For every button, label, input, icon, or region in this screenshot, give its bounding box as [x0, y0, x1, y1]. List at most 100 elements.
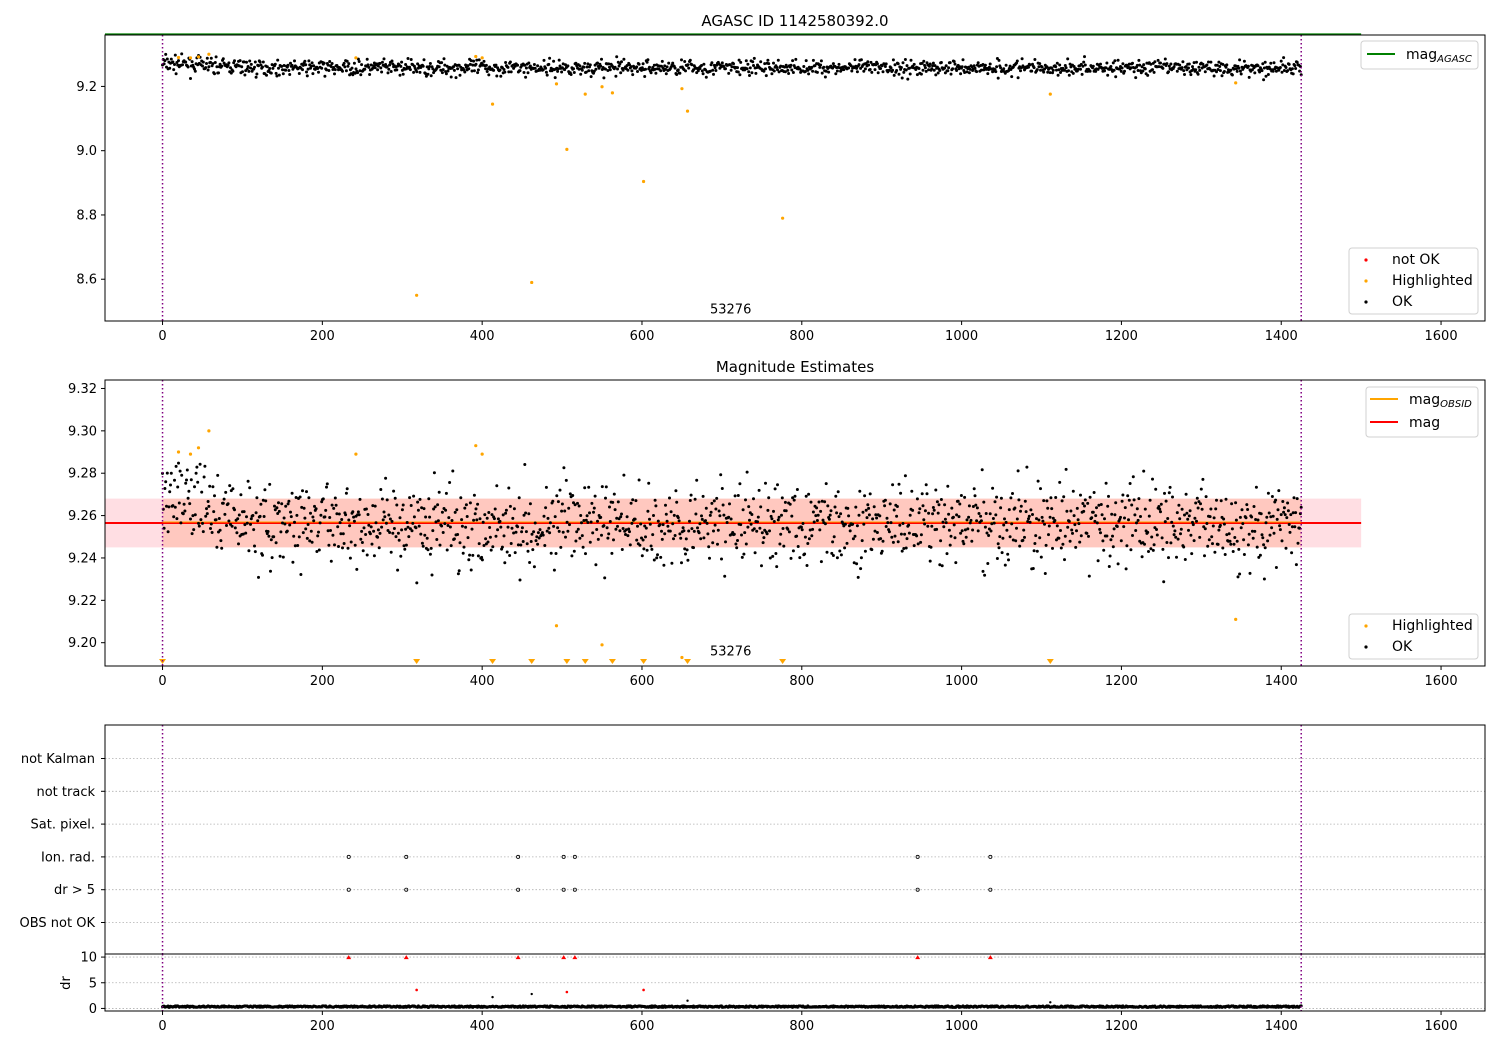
- data-point-ok: [732, 532, 736, 536]
- data-point-ok: [392, 527, 396, 530]
- data-point-ok: [538, 528, 542, 532]
- data-point-ok: [1183, 558, 1187, 561]
- data-point-ok: [1026, 520, 1030, 523]
- data-point-ok: [325, 482, 329, 486]
- data-point-ok: [529, 540, 533, 543]
- data-point-ok: [480, 555, 484, 559]
- data-point-ok: [1198, 68, 1202, 72]
- data-point-ok: [1161, 66, 1165, 70]
- data-point-ok: [290, 491, 294, 495]
- data-point-ok: [777, 515, 781, 519]
- data-point-ok: [615, 516, 619, 520]
- x-tick-label: 0: [158, 329, 166, 344]
- data-point-ok: [706, 532, 710, 536]
- data-point-ok: [863, 67, 867, 71]
- data-point-ok: [962, 542, 966, 546]
- data-point-ok: [1143, 542, 1146, 546]
- data-point-ok: [291, 560, 295, 564]
- data-point-ok: [1116, 562, 1120, 566]
- data-point-ok: [176, 485, 180, 489]
- data-point-ok: [1298, 69, 1302, 73]
- data-point-ok: [858, 489, 862, 493]
- data-point-ok: [503, 561, 507, 565]
- x-tick-label: 1400: [1265, 674, 1298, 689]
- data-point-ok: [351, 510, 355, 514]
- data-point-ok: [1173, 529, 1177, 533]
- data-point-ok: [917, 511, 921, 515]
- data-point-ok: [938, 563, 942, 567]
- panel-title-magnitude-estimates: Magnitude Estimates: [716, 358, 874, 376]
- data-point-ok: [273, 62, 277, 66]
- data-point-ok: [770, 517, 774, 521]
- data-point-ok: [1109, 538, 1113, 542]
- flag-point: [404, 887, 409, 892]
- data-point-ok: [204, 514, 208, 518]
- data-point-ok: [1147, 550, 1150, 553]
- data-point-ok: [197, 524, 201, 528]
- data-point-ok: [523, 463, 527, 466]
- data-point-ok: [1175, 555, 1178, 559]
- data-point-ok: [517, 496, 521, 500]
- data-point-ok: [851, 522, 855, 526]
- data-point-ok: [376, 64, 380, 68]
- data-point-ok: [456, 533, 460, 536]
- data-point-ok: [472, 493, 476, 497]
- data-point-ok: [261, 60, 265, 64]
- data-point-ok: [185, 478, 188, 482]
- data-point-ok: [265, 73, 268, 77]
- data-point-ok: [666, 524, 670, 528]
- data-point-ok: [933, 64, 937, 68]
- data-point-ok: [322, 61, 326, 65]
- data-point-ok: [509, 70, 513, 74]
- data-point-ok: [385, 65, 389, 69]
- x-tick-label: 800: [789, 329, 814, 344]
- data-point-ok: [584, 552, 587, 556]
- data-point-ok: [884, 525, 888, 528]
- data-point-ok: [653, 498, 657, 502]
- data-point-ok: [1238, 572, 1242, 576]
- data-point-ok: [532, 63, 536, 66]
- flag-point: [988, 854, 993, 859]
- data-point-ok: [879, 537, 883, 541]
- data-point-ok: [1140, 555, 1144, 559]
- data-point-ok: [217, 71, 220, 75]
- data-point-ok: [1183, 73, 1186, 76]
- data-point-ok: [776, 58, 780, 62]
- offscale-marker: [581, 659, 589, 664]
- data-point-ok: [1256, 64, 1260, 68]
- data-point-ok: [461, 551, 465, 555]
- data-point-ok: [188, 502, 192, 506]
- data-point-ok: [1270, 495, 1274, 498]
- data-point-ok: [573, 503, 577, 507]
- data-point-ok: [1067, 519, 1071, 523]
- data-point-highlighted: [207, 52, 211, 56]
- data-point-ok: [500, 545, 504, 549]
- flag-point: [561, 854, 566, 859]
- data-point-ok: [687, 529, 691, 533]
- data-point-ok: [802, 65, 806, 68]
- data-point-ok: [607, 532, 611, 536]
- data-point-ok: [1268, 67, 1272, 71]
- data-point-ok: [1003, 563, 1007, 567]
- data-point-ok: [558, 64, 562, 68]
- data-point-ok: [736, 539, 739, 542]
- data-point-ok: [1158, 507, 1162, 511]
- data-point-ok: [1287, 62, 1291, 66]
- offscale-marker: [528, 659, 536, 664]
- data-point-ok: [875, 531, 879, 534]
- data-point-ok: [201, 521, 204, 525]
- data-point-ok: [631, 498, 635, 502]
- data-point-ok: [669, 510, 673, 514]
- data-point-ok: [193, 485, 196, 489]
- data-point-ok: [173, 63, 176, 66]
- data-point-ok: [935, 527, 939, 531]
- data-point-ok: [173, 478, 176, 482]
- data-point-ok: [1066, 57, 1070, 61]
- data-point-ok: [378, 61, 382, 65]
- data-point-ok: [1132, 70, 1136, 74]
- data-point-ok: [1154, 487, 1158, 491]
- data-point-ok: [1185, 511, 1189, 515]
- data-point-ok: [1293, 525, 1297, 529]
- data-point-ok: [1058, 480, 1062, 484]
- data-point-ok: [754, 71, 758, 75]
